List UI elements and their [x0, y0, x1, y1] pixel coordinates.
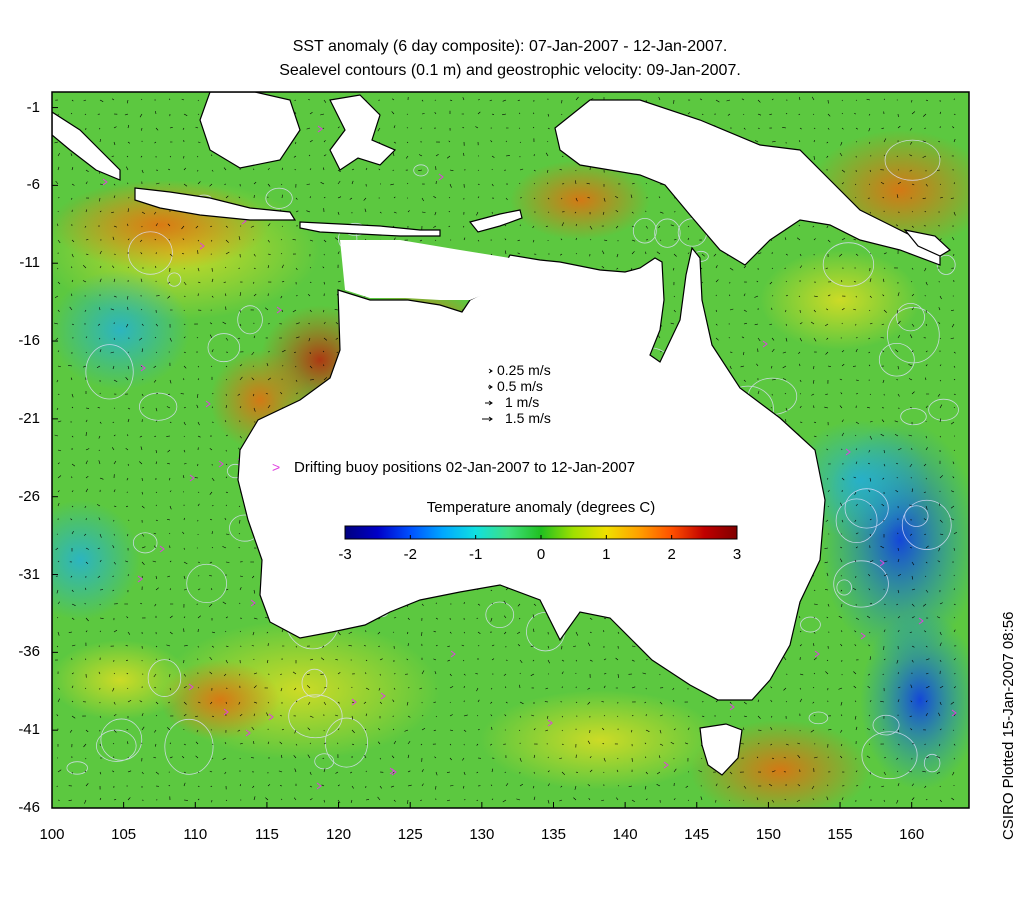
velocity-key-arrow: [488, 368, 493, 374]
y-tick-label: -46: [18, 799, 40, 816]
velocity-key-label: 0.5 m/s: [497, 378, 543, 394]
velocity-key-label: 1 m/s: [505, 394, 539, 410]
colorbar-tick-label: 3: [733, 546, 741, 563]
buoy-legend-symbol: >: [272, 459, 280, 475]
y-tick-label: -36: [18, 643, 40, 661]
credit-text: CSIRO Plotted 15-Jan-2007 08:56: [1000, 611, 1017, 840]
nusa-tenggara: [299, 221, 441, 237]
colorbar-tick-label: 0: [537, 546, 545, 563]
x-tick-label: 150: [755, 826, 781, 843]
x-tick-label: 100: [39, 826, 65, 843]
timor: [468, 209, 523, 233]
y-tick-label: -11: [19, 254, 40, 272]
colorbar-tick-label: 2: [667, 546, 675, 563]
x-tick-label: 105: [111, 826, 137, 843]
northwest-shelf-white: [340, 240, 520, 300]
land-masses: [52, 92, 951, 776]
y-tick-label: -16: [18, 332, 40, 350]
velocity-key-arrow: [482, 416, 493, 422]
y-tick-label: -41: [18, 721, 40, 739]
borneo: [199, 92, 301, 169]
y-tick-label: -21: [18, 409, 40, 427]
velocity-key: 0.25 m/s0.5 m/s1 m/s1.5 m/s: [482, 362, 551, 426]
velocity-key-label: 0.25 m/s: [497, 362, 551, 378]
map-title-line-1: SST anomaly (6 day composite): 07-Jan-20…: [292, 38, 728, 55]
x-tick-label: 140: [612, 826, 638, 843]
x-tick-label: 125: [397, 826, 423, 843]
plot-frame: [51, 91, 970, 809]
x-tick-label: 130: [469, 826, 495, 843]
colorbar-tick-label: -2: [404, 546, 417, 563]
solomon-islands: [903, 229, 951, 257]
australia-mainland: [237, 246, 826, 701]
new-guinea: [554, 99, 941, 266]
buoy-legend: > Drifting buoy positions 02-Jan-2007 to…: [272, 459, 635, 476]
y-tick-label: -6: [26, 176, 40, 194]
colorbar-tick-label: -3: [338, 546, 351, 563]
y-tick-label: -31: [18, 565, 40, 583]
sst-field: [52, 92, 969, 808]
x-tick-label: 110: [183, 826, 208, 843]
sumatra-tip: [52, 111, 121, 181]
tasmania: [699, 723, 743, 776]
velocity-key-arrow: [488, 384, 493, 390]
x-tick-label: 145: [684, 826, 710, 843]
colorbar-tick-label: -1: [469, 546, 482, 563]
y-tick-label: -1: [26, 98, 40, 116]
velocity-key-label: 1.5 m/s: [505, 410, 551, 426]
x-tick-label: 120: [326, 826, 352, 843]
x-tick-label: 155: [827, 826, 853, 843]
java: [134, 187, 297, 221]
sulawesi: [329, 94, 397, 171]
colorbar: Temperature anomaly (degrees C) -3 -2 -1 0 1…: [338, 499, 741, 563]
colorbar-tick-label: 1: [602, 546, 610, 563]
velocity-key-arrow: [485, 400, 493, 406]
x-tick-label: 115: [254, 826, 279, 843]
x-tick-label: 135: [540, 826, 566, 843]
x-tick-label: 160: [899, 826, 925, 843]
y-tick-label: -26: [18, 487, 40, 505]
colorbar-title: Temperature anomaly (degrees C): [427, 499, 655, 516]
map-title-line-2: Sealevel contours (0.1 m) and geostrophi…: [279, 62, 741, 79]
buoy-legend-label: Drifting buoy positions 02-Jan-2007 to 1…: [294, 459, 635, 476]
